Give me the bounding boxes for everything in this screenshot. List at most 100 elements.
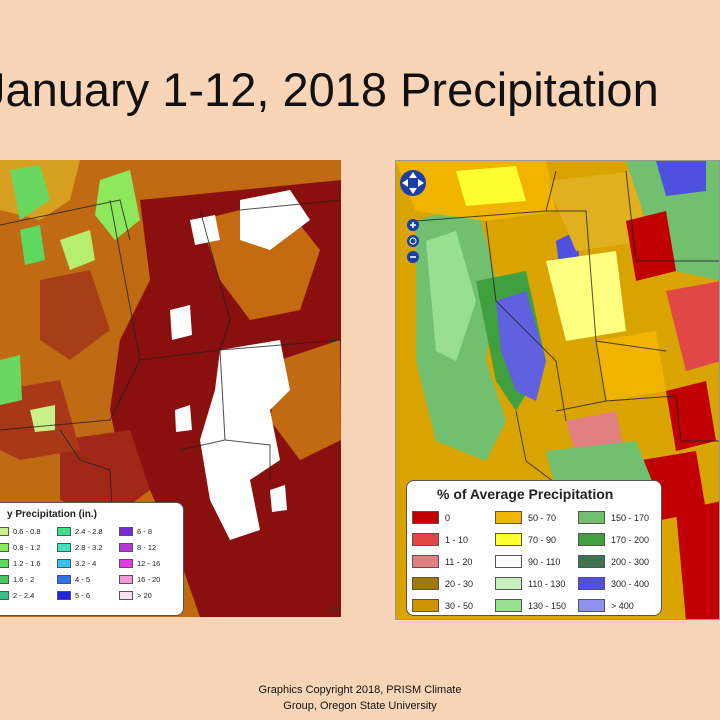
legend-label: 110 - 130 [528,578,566,589]
legend-swatch [0,543,9,552]
pan-up-icon [409,172,417,178]
legend-swatch [412,511,439,524]
legend-item: 3.2 - 4 [57,559,96,568]
legend-swatch [119,527,133,536]
footer-line-2: Group, Oregon State University [283,700,437,712]
pan-down-icon [409,188,417,194]
legend-label: 16 - 20 [137,575,161,584]
map-credit: Co [328,606,339,615]
legend-label: 12 - 16 [137,559,161,568]
legend-item: 12 - 16 [119,559,160,568]
legend-label: 8 - 12 [137,543,157,552]
legend-swatch [57,527,71,536]
legend-swatch [119,543,133,552]
legend-swatch [57,591,71,600]
legend-swatch [495,577,522,590]
legend-swatch [578,511,605,524]
legend-label: 130 - 150 [528,600,567,611]
legend-item: > 400 [578,599,634,612]
legend-item: 1.2 - 1.6 [0,559,41,568]
legend-item: 2.4 - 2.8 [57,527,103,536]
legend-label: 4 - 5 [75,575,91,584]
legend-swatch [412,555,439,568]
legend-item: 150 - 170 [578,511,649,524]
legend-item: 170 - 200 [578,533,649,546]
legend-label: > 400 [611,600,634,611]
legend-item: 0.8 - 1.2 [0,543,41,552]
legend-item: 2.8 - 3.2 [57,543,103,552]
legend-label: 300 - 400 [611,578,650,589]
legend-item: 6 - 8 [119,527,152,536]
legend-swatch [57,543,71,552]
legend-label: 0.8 - 1.2 [13,543,41,552]
legend-label: 20 - 30 [445,578,474,589]
legend-label: 200 - 300 [611,556,650,567]
legend-swatch [119,591,133,600]
legend-swatch [495,555,522,568]
slide-title: January 1-12, 2018 Precipitation [0,63,659,116]
legend-swatch [0,527,9,536]
legend-item: 8 - 12 [119,543,156,552]
legend-label: > 20 [137,591,152,600]
legend-item: 16 - 20 [119,575,160,584]
legend-label: 70 - 90 [528,534,557,545]
legend-item: 4 - 5 [57,575,90,584]
legend-label: 150 - 170 [611,512,650,523]
legend-item: 50 - 70 [495,511,556,524]
legend-item: 300 - 400 [578,577,649,590]
precipitation-inches-map[interactable]: y Precipitation (in.) 0.6 - 0.8 2.4 - 2.8… [0,160,341,617]
legend-item: 30 - 50 [412,599,473,612]
legend-title: y Precipitation (in.) [7,509,98,520]
legend-item: 200 - 300 [578,555,649,568]
legend-swatch [0,559,9,568]
legend-item: 20 - 30 [412,577,473,590]
legend-swatch [412,599,439,612]
legend-label: 5 - 6 [75,591,91,600]
legend-swatch [412,533,439,546]
precipitation-inches-map-image [0,160,341,617]
legend-label: 1.2 - 1.6 [13,559,41,568]
legend-item: 90 - 110 [495,555,560,568]
precipitation-inches-legend: y Precipitation (in.) 0.6 - 0.8 2.4 - 2.8… [0,502,184,616]
copyright-footer: Graphics Copyright 2018, PRISM Climate G… [200,682,520,714]
legend-item: 2 - 2.4 [0,591,34,600]
legend-label: 170 - 200 [611,534,650,545]
legend-label: 1 - 10 [445,534,469,545]
legend-label: 2.8 - 3.2 [75,543,103,552]
percent-of-average-map[interactable]: % of Average Precipitation 0 50 - 70 150 -… [395,160,720,620]
legend-title: % of Average Precipitation [437,486,614,502]
legend-swatch [0,575,9,584]
legend-item: 5 - 6 [57,591,90,600]
map-navigation-control[interactable] [398,163,428,263]
legend-swatch [495,599,522,612]
legend-item: 1.6 - 2 [0,575,34,584]
legend-swatch [57,559,71,568]
legend-swatch [0,591,9,600]
legend-item: 1 - 10 [412,533,468,546]
legend-swatch [412,577,439,590]
legend-label: 90 - 110 [528,556,561,567]
legend-label: 3.2 - 4 [75,559,97,568]
legend-item: 70 - 90 [495,533,556,546]
legend-label: 0.6 - 0.8 [13,527,41,536]
legend-label: 0 [445,512,451,523]
legend-label: 30 - 50 [445,600,474,611]
footer-line-1: Graphics Copyright 2018, PRISM Climate [258,684,462,696]
legend-item: 0 [412,511,450,524]
pan-right-icon [418,179,424,187]
legend-item: 11 - 20 [412,555,472,568]
legend-label: 2.4 - 2.8 [75,527,103,536]
legend-item: 130 - 150 [495,599,566,612]
legend-label: 6 - 8 [137,527,153,536]
legend-swatch [578,599,605,612]
legend-label: 1.6 - 2 [13,575,35,584]
legend-item: 0.6 - 0.8 [0,527,41,536]
legend-label: 50 - 70 [528,512,557,523]
legend-swatch [495,533,522,546]
legend-swatch [578,577,605,590]
percent-of-average-legend: % of Average Precipitation 0 50 - 70 150 -… [406,480,662,616]
legend-swatch [119,575,133,584]
legend-swatch [119,559,133,568]
pan-left-icon [402,179,408,187]
legend-item: 110 - 130 [495,577,565,590]
